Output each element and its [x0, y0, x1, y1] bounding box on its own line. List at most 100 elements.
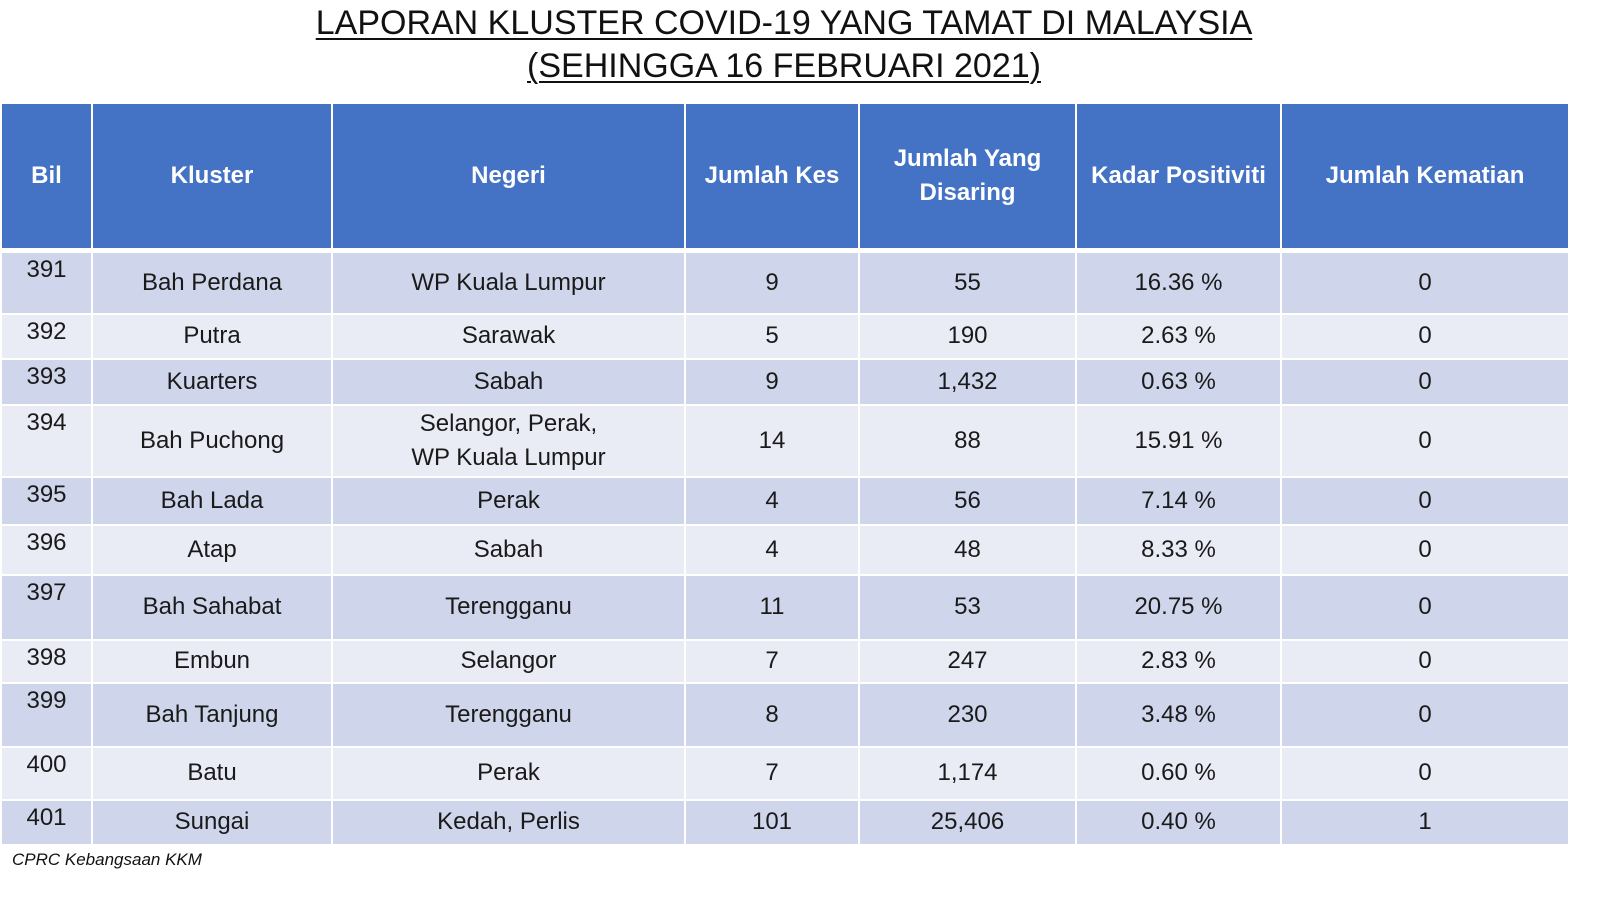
cell-jumlah-kematian: 0	[1280, 523, 1570, 576]
cell-jumlah-kes: 8	[684, 681, 860, 748]
header-jumlah-disaring-line-1: Jumlah Yang	[893, 145, 1042, 172]
cell-jumlah-disaring: 1,432	[858, 357, 1077, 406]
cell-bil: 395	[0, 475, 93, 526]
cell-kadar-positiviti: 0.63 %	[1075, 357, 1282, 406]
cell-negeri: Selangor, Perak, WP Kuala Lumpur	[331, 403, 686, 478]
cell-kadar-positiviti: 0.60 %	[1075, 745, 1282, 801]
table-row: 400 Batu Perak 7 1,174 0.60 % 0	[0, 745, 1570, 801]
cell-kluster: Bah Sahabat	[91, 573, 333, 641]
title-line-2: (SEHINGGA 16 FEBRUARI 2021)	[527, 47, 1041, 85]
cell-jumlah-disaring: 53	[858, 573, 1077, 641]
cell-jumlah-disaring: 230	[858, 681, 1077, 748]
table-row: 396 Atap Sabah 4 48 8.33 % 0	[0, 523, 1570, 576]
cell-jumlah-kematian: 1	[1280, 798, 1570, 846]
header-negeri: Negeri	[331, 102, 686, 252]
header-bil: Bil	[0, 102, 93, 252]
table-row: 397 Bah Sahabat Terengganu 11 53 20.75 %…	[0, 573, 1570, 641]
table-row: 401 Sungai Kedah, Perlis 101 25,406 0.40…	[0, 798, 1570, 846]
cell-jumlah-kematian: 0	[1280, 681, 1570, 748]
cell-jumlah-kematian: 0	[1280, 745, 1570, 801]
cell-negeri: Selangor	[331, 638, 686, 684]
cell-jumlah-kematian: 0	[1280, 249, 1570, 315]
header-kluster: Kluster	[91, 102, 333, 252]
title-line-1: LAPORAN KLUSTER COVID-19 YANG TAMAT DI M…	[315, 4, 1253, 42]
cell-kluster: Embun	[91, 638, 333, 684]
cell-jumlah-kes: 14	[684, 403, 860, 478]
cell-kluster: Atap	[91, 523, 333, 576]
cell-negeri: Kedah, Perlis	[331, 798, 686, 846]
cluster-table: Bil Kluster Negeri Jumlah Kes Jumlah Yan…	[0, 102, 1570, 846]
cell-kadar-positiviti: 2.63 %	[1075, 312, 1282, 360]
cell-negeri-line-1: Selangor, Perak,	[419, 409, 598, 437]
cell-jumlah-disaring: 1,174	[858, 745, 1077, 801]
cell-kadar-positiviti: 2.83 %	[1075, 638, 1282, 684]
header-jumlah-kematian: Jumlah Kematian	[1280, 102, 1570, 252]
header-jumlah-disaring-line-2: Disaring	[919, 179, 1016, 206]
table-header-row: Bil Kluster Negeri Jumlah Kes Jumlah Yan…	[0, 102, 1570, 252]
header-kadar-positiviti: Kadar Positiviti	[1075, 102, 1282, 252]
cell-negeri: Perak	[331, 745, 686, 801]
cell-bil: 394	[0, 403, 93, 478]
cell-jumlah-disaring: 190	[858, 312, 1077, 360]
cell-kluster: Sungai	[91, 798, 333, 846]
cell-bil: 396	[0, 523, 93, 576]
cell-kadar-positiviti: 16.36 %	[1075, 249, 1282, 315]
cell-jumlah-kes: 4	[684, 523, 860, 576]
cell-kluster: Bah Puchong	[91, 403, 333, 478]
cell-kluster: Kuarters	[91, 357, 333, 406]
cell-jumlah-kes: 9	[684, 249, 860, 315]
cell-jumlah-kes: 7	[684, 745, 860, 801]
cell-kluster: Bah Tanjung	[91, 681, 333, 748]
cell-negeri-line-2: WP Kuala Lumpur	[411, 443, 606, 471]
cell-kluster: Putra	[91, 312, 333, 360]
cell-bil: 400	[0, 745, 93, 801]
table-row: 394 Bah Puchong Selangor, Perak, WP Kual…	[0, 403, 1570, 478]
cell-negeri: Sabah	[331, 523, 686, 576]
cell-negeri: Sarawak	[331, 312, 686, 360]
cell-bil: 392	[0, 312, 93, 360]
cell-jumlah-disaring: 247	[858, 638, 1077, 684]
cell-kluster: Bah Lada	[91, 475, 333, 526]
cell-bil: 399	[0, 681, 93, 748]
table-row: 391 Bah Perdana WP Kuala Lumpur 9 55 16.…	[0, 249, 1570, 315]
cell-jumlah-disaring: 25,406	[858, 798, 1077, 846]
source-note: CPRC Kebangsaan KKM	[12, 850, 202, 869]
cell-bil: 401	[0, 798, 93, 846]
cell-negeri: Terengganu	[331, 573, 686, 641]
cell-jumlah-kematian: 0	[1280, 312, 1570, 360]
cell-negeri: Perak	[331, 475, 686, 526]
cell-bil: 391	[0, 249, 93, 315]
cell-kadar-positiviti: 3.48 %	[1075, 681, 1282, 748]
cell-jumlah-kes: 7	[684, 638, 860, 684]
table-row: 393 Kuarters Sabah 9 1,432 0.63 % 0	[0, 357, 1570, 406]
cell-kluster: Bah Perdana	[91, 249, 333, 315]
table-row: 398 Embun Selangor 7 247 2.83 % 0	[0, 638, 1570, 684]
header-jumlah-disaring: Jumlah Yang Disaring	[858, 102, 1077, 252]
cell-jumlah-kematian: 0	[1280, 357, 1570, 406]
cell-jumlah-disaring: 88	[858, 403, 1077, 478]
cell-kadar-positiviti: 0.40 %	[1075, 798, 1282, 846]
cell-jumlah-disaring: 55	[858, 249, 1077, 315]
cell-negeri: WP Kuala Lumpur	[331, 249, 686, 315]
cell-jumlah-kes: 101	[684, 798, 860, 846]
cell-jumlah-kes: 5	[684, 312, 860, 360]
header-jumlah-kes: Jumlah Kes	[684, 102, 860, 252]
cell-jumlah-disaring: 56	[858, 475, 1077, 526]
cell-bil: 397	[0, 573, 93, 641]
cell-negeri: Terengganu	[331, 681, 686, 748]
cell-kluster: Batu	[91, 745, 333, 801]
cell-jumlah-kes: 11	[684, 573, 860, 641]
cell-bil: 398	[0, 638, 93, 684]
table-row: 392 Putra Sarawak 5 190 2.63 % 0	[0, 312, 1570, 360]
cell-jumlah-kes: 4	[684, 475, 860, 526]
cell-kadar-positiviti: 20.75 %	[1075, 573, 1282, 641]
page-title: LAPORAN KLUSTER COVID-19 YANG TAMAT DI M…	[0, 2, 1568, 88]
cell-jumlah-kes: 9	[684, 357, 860, 406]
cell-negeri: Sabah	[331, 357, 686, 406]
cell-jumlah-kematian: 0	[1280, 403, 1570, 478]
table-row: 395 Bah Lada Perak 4 56 7.14 % 0	[0, 475, 1570, 526]
cell-kadar-positiviti: 7.14 %	[1075, 475, 1282, 526]
cell-kadar-positiviti: 8.33 %	[1075, 523, 1282, 576]
table-row: 399 Bah Tanjung Terengganu 8 230 3.48 % …	[0, 681, 1570, 748]
cell-jumlah-kematian: 0	[1280, 638, 1570, 684]
